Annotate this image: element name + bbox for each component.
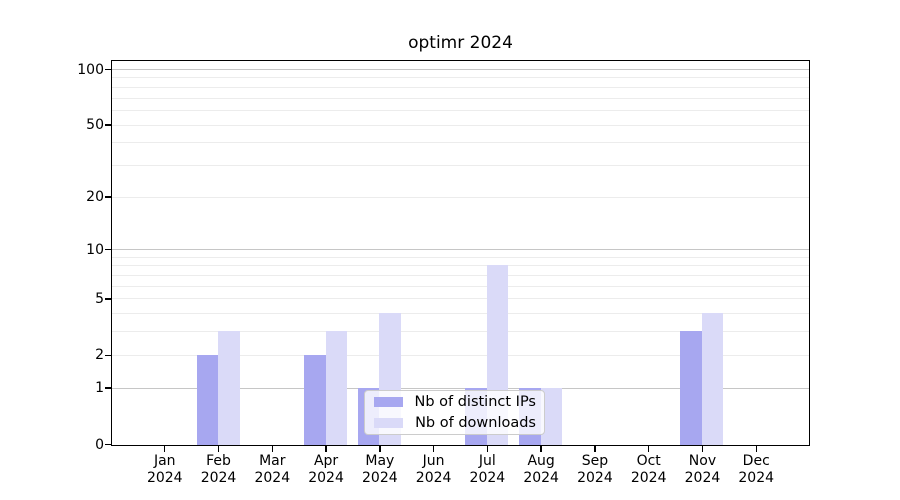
x-axis-tick-mark [379,446,381,452]
legend-item: Nb of downloads [374,415,536,433]
gridline-minor [112,285,809,287]
legend-swatch-distinct-ips [374,396,403,407]
bar-apr-distinct-ips [304,354,326,445]
gridline-minor [112,313,809,315]
legend-label: Nb of distinct IPs [414,393,536,410]
x-axis-tick-mark [540,446,542,452]
y-axis-tick-mark [105,124,111,126]
plot-area [111,60,810,446]
x-axis-tick-mark [755,446,757,452]
x-axis-tick-mark [701,446,704,452]
gridline-minor [112,298,809,300]
y-axis-tick-mark [105,298,111,300]
y-axis-tick-label: 1 [95,380,104,397]
y-axis-tick-label: 10 [86,241,104,258]
x-axis-tick-label: Jan 2024 [146,452,183,486]
chart-title: optimr 2024 [408,33,513,53]
x-axis-tick-mark [432,446,435,452]
bar-nov-distinct-ips [680,331,702,445]
gridline-minor [112,109,809,111]
y-axis-tick-mark [105,387,111,389]
y-axis-tick-label: 20 [86,189,104,206]
x-axis-tick-label: Apr 2024 [308,452,344,486]
x-axis-tick-label: Jun 2024 [415,452,452,486]
gridline-decade [112,69,809,70]
y-axis-tick-label: 100 [77,61,104,78]
x-axis-tick-label: Aug 2024 [523,452,559,486]
gridline-minor [112,354,809,356]
x-axis-tick-label: Oct 2024 [630,452,667,486]
gridline-minor [112,265,809,267]
gridline-minor [112,275,809,277]
legend-label: Nb of downloads [415,415,536,432]
x-axis-tick-label: Sep 2024 [577,452,613,486]
gridline-minor [112,142,809,144]
gridline-minor [112,86,809,88]
y-axis-tick-mark [105,354,111,356]
legend-item: Nb of distinct IPs [374,393,536,411]
y-axis-tick-mark [105,196,111,198]
x-axis-tick-mark [217,446,220,452]
bar-feb-distinct-ips [196,354,219,445]
x-axis-tick-label: Mar 2024 [254,452,291,486]
x-axis-tick-label: Nov 2024 [684,452,721,486]
gridline-minor [112,256,809,258]
bar-apr-downloads [325,331,348,445]
legend: Nb of distinct IPs Nb of downloads [364,390,545,435]
y-axis-tick-mark [105,248,111,251]
gridline-decade [112,249,809,251]
x-axis-tick-label: May 2024 [362,452,398,486]
gridline-minor [112,196,809,198]
x-axis-tick-mark [325,446,327,452]
gridline-decade [112,387,809,389]
y-axis-tick-label: 0 [95,436,104,453]
y-axis-tick-label: 2 [95,347,104,364]
x-axis-tick-mark [594,446,596,452]
gridline-minor [112,97,809,99]
gridline-minor [112,331,809,333]
gridline-minor [112,124,809,126]
x-axis-tick-label: Jul 2024 [469,452,506,486]
x-axis-tick-mark [271,446,273,452]
bar-feb-downloads [218,331,240,445]
y-axis-tick-label: 50 [86,117,104,134]
x-axis-tick-mark [647,446,650,452]
gridline-minor [112,164,809,166]
x-axis-tick-label: Dec 2024 [738,452,775,486]
y-axis-tick-mark [105,443,111,446]
y-axis-tick-label: 5 [95,290,104,307]
bar-nov-downloads [701,313,724,445]
bar-aug-downloads [540,387,563,445]
y-axis-tick-mark [105,68,111,71]
x-axis-tick-mark [164,446,166,452]
legend-swatch-downloads [374,418,403,429]
gridline-minor [112,77,809,79]
x-axis-tick-label: Feb 2024 [200,452,237,486]
x-axis-tick-mark [486,446,489,452]
